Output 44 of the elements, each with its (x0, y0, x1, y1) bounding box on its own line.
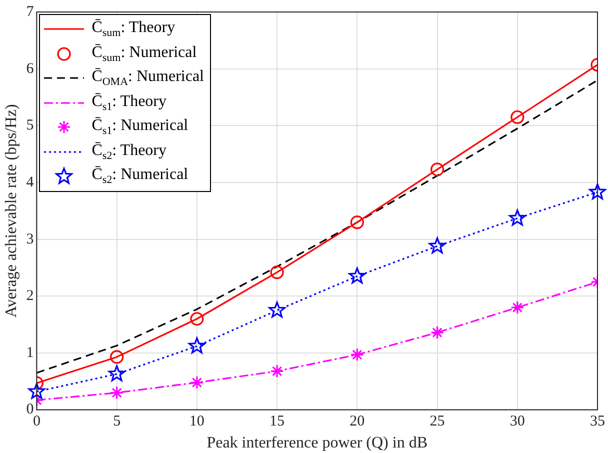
point (110, 350, 124, 364)
point (510, 110, 524, 124)
legend-label: C̄$_{sum}$: Theory (92, 19, 176, 40)
point (510, 300, 524, 314)
point (589, 183, 606, 200)
legend-label: C̄$_{s2}$: Numerical (92, 166, 188, 186)
point (270, 364, 284, 378)
x-tick-label: 10 (189, 414, 204, 430)
point (270, 265, 284, 280)
point (430, 326, 444, 340)
x-tick-label: 25 (430, 414, 445, 430)
y-tick-label: 5 (26, 118, 34, 134)
point (190, 312, 204, 326)
legend-label: C̄$_{s2}$: Theory (92, 142, 166, 162)
y-axis-title: Average achievable rate (bps/Hz) (2, 104, 20, 318)
legend-label: C̄$_{sum}$: Numerical (92, 44, 197, 64)
legend-label: C̄$_{s1}$: Theory (92, 92, 166, 113)
legend-label: C̄$_{s1}$: Numerical (92, 117, 188, 138)
point (348, 267, 366, 284)
x-tick-label: 30 (510, 414, 525, 430)
point (28, 382, 46, 399)
y-tick-label: 7 (26, 4, 34, 20)
point (350, 215, 364, 230)
point (108, 365, 126, 382)
y-tick-label: 1 (26, 344, 34, 361)
point (350, 348, 364, 362)
point (508, 209, 526, 226)
x-tick-label: 15 (270, 414, 285, 430)
y-tick-label: 2 (26, 288, 34, 304)
point (428, 237, 446, 254)
point (430, 162, 444, 176)
y-tick-label: 0 (26, 402, 34, 418)
point (268, 302, 286, 318)
point (188, 337, 206, 354)
y-tick-label: 4 (26, 174, 34, 190)
x-tick-label: 20 (350, 414, 365, 430)
legend-label: C̄$_{OMA}$: Numerical (92, 68, 204, 88)
y-tick-label: 3 (26, 231, 34, 248)
point (190, 376, 204, 390)
y-tick-label: 6 (26, 60, 34, 77)
point (110, 386, 124, 400)
x-tick-label: 5 (113, 414, 121, 430)
x-axis-title: Peak interference power (Q) in dB (206, 434, 428, 452)
x-tick-label: 35 (590, 414, 605, 430)
